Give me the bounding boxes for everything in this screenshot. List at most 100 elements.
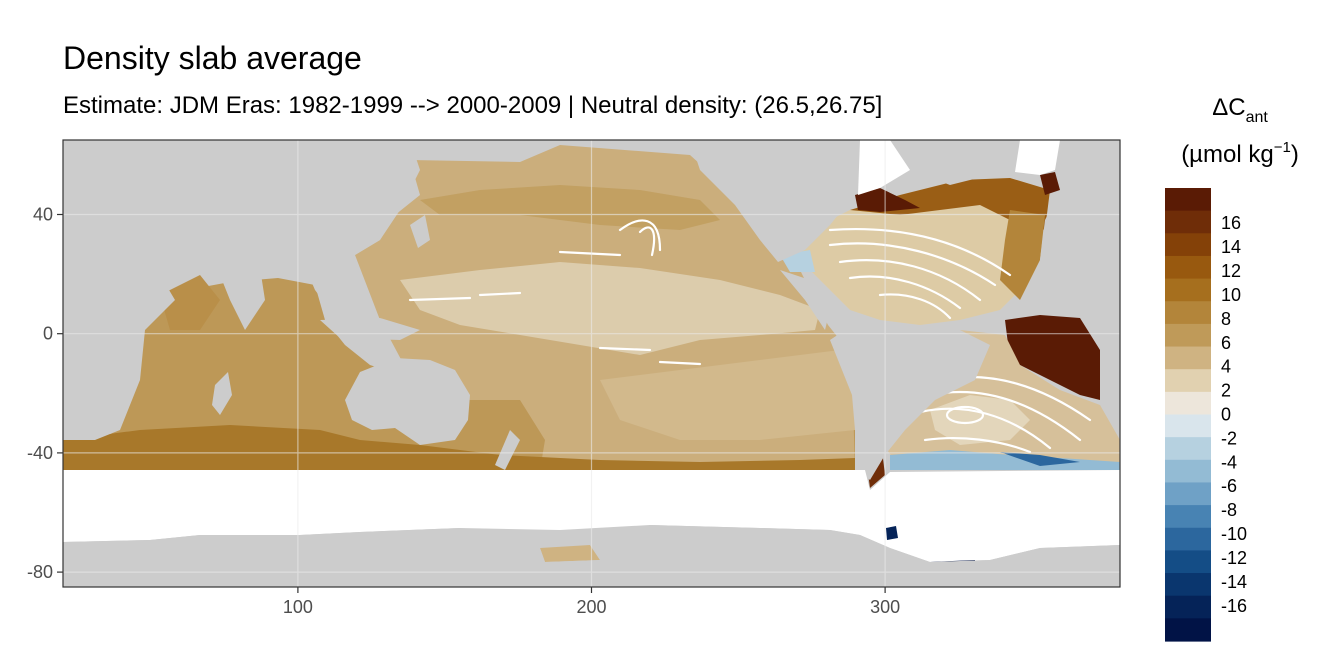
- legend-units-open: (µmol kg: [1181, 141, 1274, 168]
- central-america-land: [780, 270, 830, 330]
- contour-trace: [878, 293, 952, 320]
- legend-label: 10: [1221, 285, 1241, 305]
- legend-swatch: [1165, 550, 1211, 574]
- legend-swatch: [1165, 505, 1211, 529]
- legend-label: 12: [1221, 261, 1241, 281]
- y-tick-label: 40: [33, 205, 53, 225]
- madagascar-land: [212, 372, 232, 415]
- legend-label: -4: [1221, 452, 1237, 472]
- contour-trace: [638, 226, 656, 257]
- legend-swatch: [1165, 301, 1211, 325]
- contour-trace: [848, 275, 962, 310]
- legend-swatch: [1165, 255, 1211, 280]
- legend-label: -6: [1221, 476, 1237, 496]
- legend-swatch: [1165, 369, 1211, 393]
- europe-land: [1040, 140, 1120, 318]
- chart-title: Density slab average: [63, 40, 362, 76]
- legend-swatch: [1165, 459, 1211, 484]
- australia-land: [345, 358, 470, 445]
- legend-label: 2: [1221, 381, 1231, 401]
- southeast-asia-land: [300, 250, 350, 310]
- legend-units: (µmol kg−1): [1181, 139, 1299, 168]
- legend-swatch: [1165, 233, 1211, 257]
- legend-labels: 16 14 12 10 8 6 4 2 0 -2 -4 -6 -8 -10 -12 -14 -16: [1221, 213, 1247, 616]
- indian-south-band: [63, 425, 855, 470]
- contour-trace: [918, 407, 1052, 450]
- legend-label: 16: [1221, 213, 1241, 233]
- legend-label: -16: [1221, 596, 1247, 616]
- legend-swatch: [1165, 278, 1211, 302]
- legend-swatch: [1165, 618, 1211, 642]
- southern-atlantic-deep-blue: [1000, 452, 1080, 466]
- contour-trace: [945, 405, 985, 425]
- contour-trace: [558, 250, 622, 257]
- africa-land: [63, 258, 175, 440]
- grid-lines: [63, 140, 1120, 587]
- legend-swatch: [1165, 210, 1211, 234]
- eurasia-land: [63, 140, 420, 268]
- legend-swatch: [1165, 437, 1211, 461]
- contour-trace: [478, 291, 522, 297]
- antarctic-shelf-brown: [540, 545, 600, 562]
- y-tick-label: -80: [27, 562, 53, 582]
- west-africa-land: [1100, 318, 1120, 420]
- arctic-no-data: [858, 140, 910, 195]
- labrador-sea: [855, 188, 920, 212]
- japan-land: [410, 215, 430, 248]
- y-tick-label: -40: [27, 443, 53, 463]
- legend-bar: [1165, 188, 1211, 642]
- india-land: [218, 268, 265, 330]
- weddell-blue: [886, 526, 898, 540]
- legend-swatch: [1165, 323, 1211, 348]
- legend-swatch: [1165, 346, 1211, 370]
- legend-label: -14: [1221, 572, 1247, 592]
- contour-trace: [828, 242, 997, 287]
- north-atlantic-no-data: [1015, 140, 1060, 175]
- indonesia-land: [320, 318, 420, 340]
- north-pacific: [420, 185, 720, 230]
- new-zealand-land: [495, 430, 520, 470]
- legend-swatch: [1165, 391, 1211, 416]
- nordic-seas: [1040, 172, 1060, 195]
- legend-title-subscript: ant: [1246, 109, 1269, 126]
- chart-subtitle: Estimate: JDM Eras: 1982-1999 --> 2000-2…: [63, 92, 883, 119]
- legend-swatch: [1165, 595, 1211, 619]
- arabian-sea: [160, 275, 220, 330]
- pacific-south-east: [600, 350, 855, 440]
- legend-title: ΔCant: [1212, 94, 1268, 126]
- colorbar-legend: ΔCant (µmol kg−1) 16 14 12 10 8 6 4 2 0 -2 -4 -6 -8 -…: [1165, 94, 1299, 642]
- legend-label: -2: [1221, 428, 1237, 448]
- tropical-atlantic-east: [1005, 315, 1100, 400]
- x-tick-label: 100: [283, 597, 313, 617]
- north-atlantic-east: [1000, 210, 1045, 300]
- contour-trace: [838, 259, 982, 302]
- contour-trace: [408, 296, 472, 302]
- legend-swatch: [1165, 527, 1211, 551]
- legend-swatch: [1165, 482, 1211, 506]
- legend-label: 6: [1221, 333, 1231, 353]
- land-masses: [63, 140, 1120, 480]
- pacific-light-band: [400, 262, 820, 355]
- contour-trace: [618, 219, 662, 252]
- legend-swatch: [1165, 188, 1211, 212]
- legend-label: -10: [1221, 524, 1247, 544]
- legend-label: 8: [1221, 309, 1231, 329]
- southern-atlantic-blue: [890, 450, 1120, 470]
- y-tick-label: 0: [43, 324, 53, 344]
- north-america-land: [690, 140, 860, 262]
- legend-label: 0: [1221, 405, 1231, 425]
- contour-trace: [923, 436, 1032, 454]
- legend-label: 4: [1221, 357, 1231, 377]
- legend-units-close: ): [1291, 141, 1299, 168]
- contour-trace: [658, 360, 702, 366]
- x-tick-label: 200: [576, 597, 606, 617]
- x-tick-label: 300: [870, 597, 900, 617]
- contour-trace: [598, 346, 652, 352]
- legend-label: -8: [1221, 500, 1237, 520]
- legend-label: 14: [1221, 237, 1241, 257]
- south-america-land: [830, 320, 990, 480]
- greenland-land: [890, 140, 1010, 185]
- legend-label: -12: [1221, 548, 1247, 568]
